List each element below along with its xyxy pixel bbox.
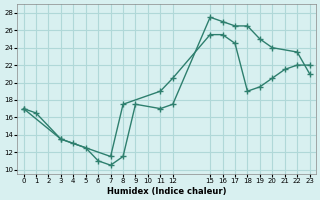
X-axis label: Humidex (Indice chaleur): Humidex (Indice chaleur) [107,187,226,196]
